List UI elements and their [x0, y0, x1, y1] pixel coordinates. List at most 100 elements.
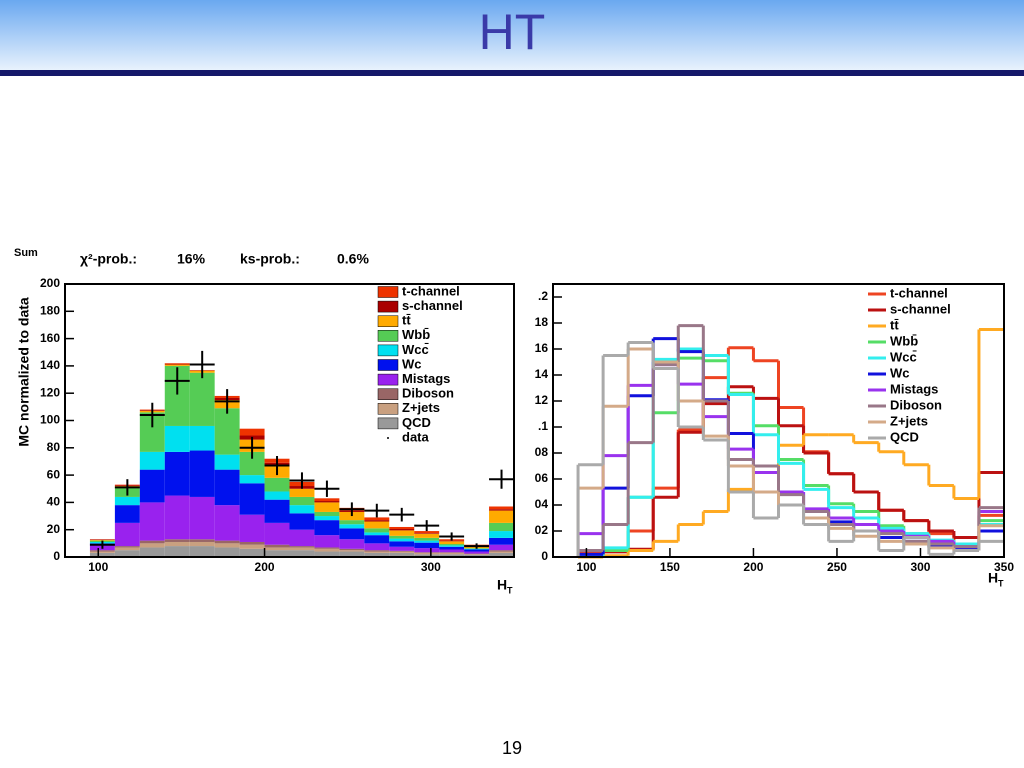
legend-label: Mistags	[402, 371, 450, 386]
y-tick-label: .2	[538, 289, 548, 303]
legend-swatch	[377, 330, 399, 342]
stack-segment	[114, 522, 140, 547]
stack-segment	[339, 551, 365, 557]
stack-segment	[189, 496, 215, 540]
stack-segment	[389, 530, 415, 536]
y-tick-label: 140	[40, 358, 60, 372]
stack-segment	[289, 496, 315, 506]
stack-segment	[364, 552, 390, 557]
stack-segment	[214, 505, 240, 541]
stack-segment	[239, 541, 265, 545]
legend-label: Wc	[402, 356, 422, 371]
stack-segment	[314, 498, 340, 502]
stack-segment	[439, 541, 465, 545]
stack-segment	[439, 549, 465, 553]
stack-segment	[364, 551, 390, 553]
stack-segment	[264, 499, 290, 523]
plot-frame	[552, 283, 1005, 558]
stack-segment	[389, 541, 415, 547]
stack-segment	[464, 551, 490, 554]
x-tick-label: 300	[421, 560, 441, 574]
stack-segment	[414, 533, 440, 538]
ks-value: 0.6%	[337, 251, 369, 267]
stack-segment	[364, 532, 390, 536]
x-tick-label: 100	[88, 560, 108, 574]
legend-label: Wbb̄	[402, 327, 430, 342]
stack-segment	[164, 495, 190, 540]
stack-segment	[264, 544, 290, 548]
stack-segment	[164, 539, 190, 542]
stack-segment	[239, 483, 265, 515]
stack-segment	[364, 528, 390, 533]
x-axis-label: H	[988, 570, 998, 586]
legend-label: Z+jets	[402, 400, 440, 415]
chi2-label: χ²-prob.:	[80, 251, 137, 267]
stack-segment	[289, 513, 315, 530]
stack-segment	[489, 551, 514, 553]
header-rule	[0, 70, 1024, 76]
stack-segment	[164, 546, 190, 557]
stack-segment	[364, 535, 390, 544]
stack-segment	[339, 524, 365, 529]
stack-segment	[414, 554, 440, 557]
stack-segment	[139, 502, 165, 541]
stack-segment	[464, 548, 490, 550]
y-tick-label: .1	[538, 419, 548, 433]
stack-segment	[314, 511, 340, 517]
x-axis-label-sub: T	[507, 585, 513, 595]
stack-segment	[439, 544, 465, 546]
stack-segment	[339, 550, 365, 552]
y-tick-label: 60	[47, 467, 61, 481]
stack-segment	[214, 547, 240, 557]
stack-segment	[264, 550, 290, 557]
stack-segment	[139, 547, 165, 557]
stack-segment	[364, 521, 390, 529]
x-tick-label: 100	[576, 560, 596, 574]
stack-segment	[389, 526, 415, 530]
stack-segment	[289, 550, 315, 557]
stack-segment	[314, 520, 340, 536]
ks-label: ks-prob.:	[240, 251, 300, 267]
stack-segment	[164, 364, 190, 366]
stack-segment	[114, 546, 140, 548]
stack-segment	[439, 552, 465, 553]
stack-segment	[89, 552, 115, 557]
stack-segment	[114, 547, 140, 551]
stack-segment	[364, 520, 390, 522]
stack-segment	[164, 425, 190, 452]
x-tick-label: 300	[910, 560, 930, 574]
stack-segment	[314, 551, 340, 557]
stack-segment	[164, 363, 190, 364]
legend-label: s-channel	[402, 298, 463, 313]
stack-segment	[389, 546, 415, 551]
stack-segment	[314, 516, 340, 521]
y-tick-label: 02	[535, 523, 549, 537]
x-tick-label: 150	[660, 560, 680, 574]
slide-title: HT	[479, 4, 546, 60]
y-tick-label: 160	[40, 331, 60, 345]
legend-label: tt̄	[890, 317, 899, 332]
legend-label: Diboson	[402, 386, 454, 401]
x-tick-label: 200	[255, 560, 275, 574]
legend-label: Diboson	[890, 397, 942, 412]
stack-segment	[239, 544, 265, 549]
x-tick-label: 200	[743, 560, 763, 574]
legend-label: data	[402, 429, 430, 444]
stack-segment	[264, 522, 290, 545]
legend-label: Wcc̄	[890, 349, 917, 364]
y-tick-label: 16	[535, 341, 549, 355]
stack-segment	[214, 543, 240, 548]
stack-segment	[189, 372, 215, 426]
y-tick-label: 20	[47, 522, 61, 536]
stack-segment	[489, 522, 514, 532]
stack-segment	[139, 543, 165, 548]
y-tick-label: 06	[535, 471, 549, 485]
stack-segment	[164, 541, 190, 547]
y-tick-label: 200	[40, 276, 60, 290]
stack-segment	[114, 550, 140, 557]
stack-segment	[464, 553, 490, 555]
stack-segment	[314, 547, 340, 549]
stack-segment	[389, 552, 415, 557]
